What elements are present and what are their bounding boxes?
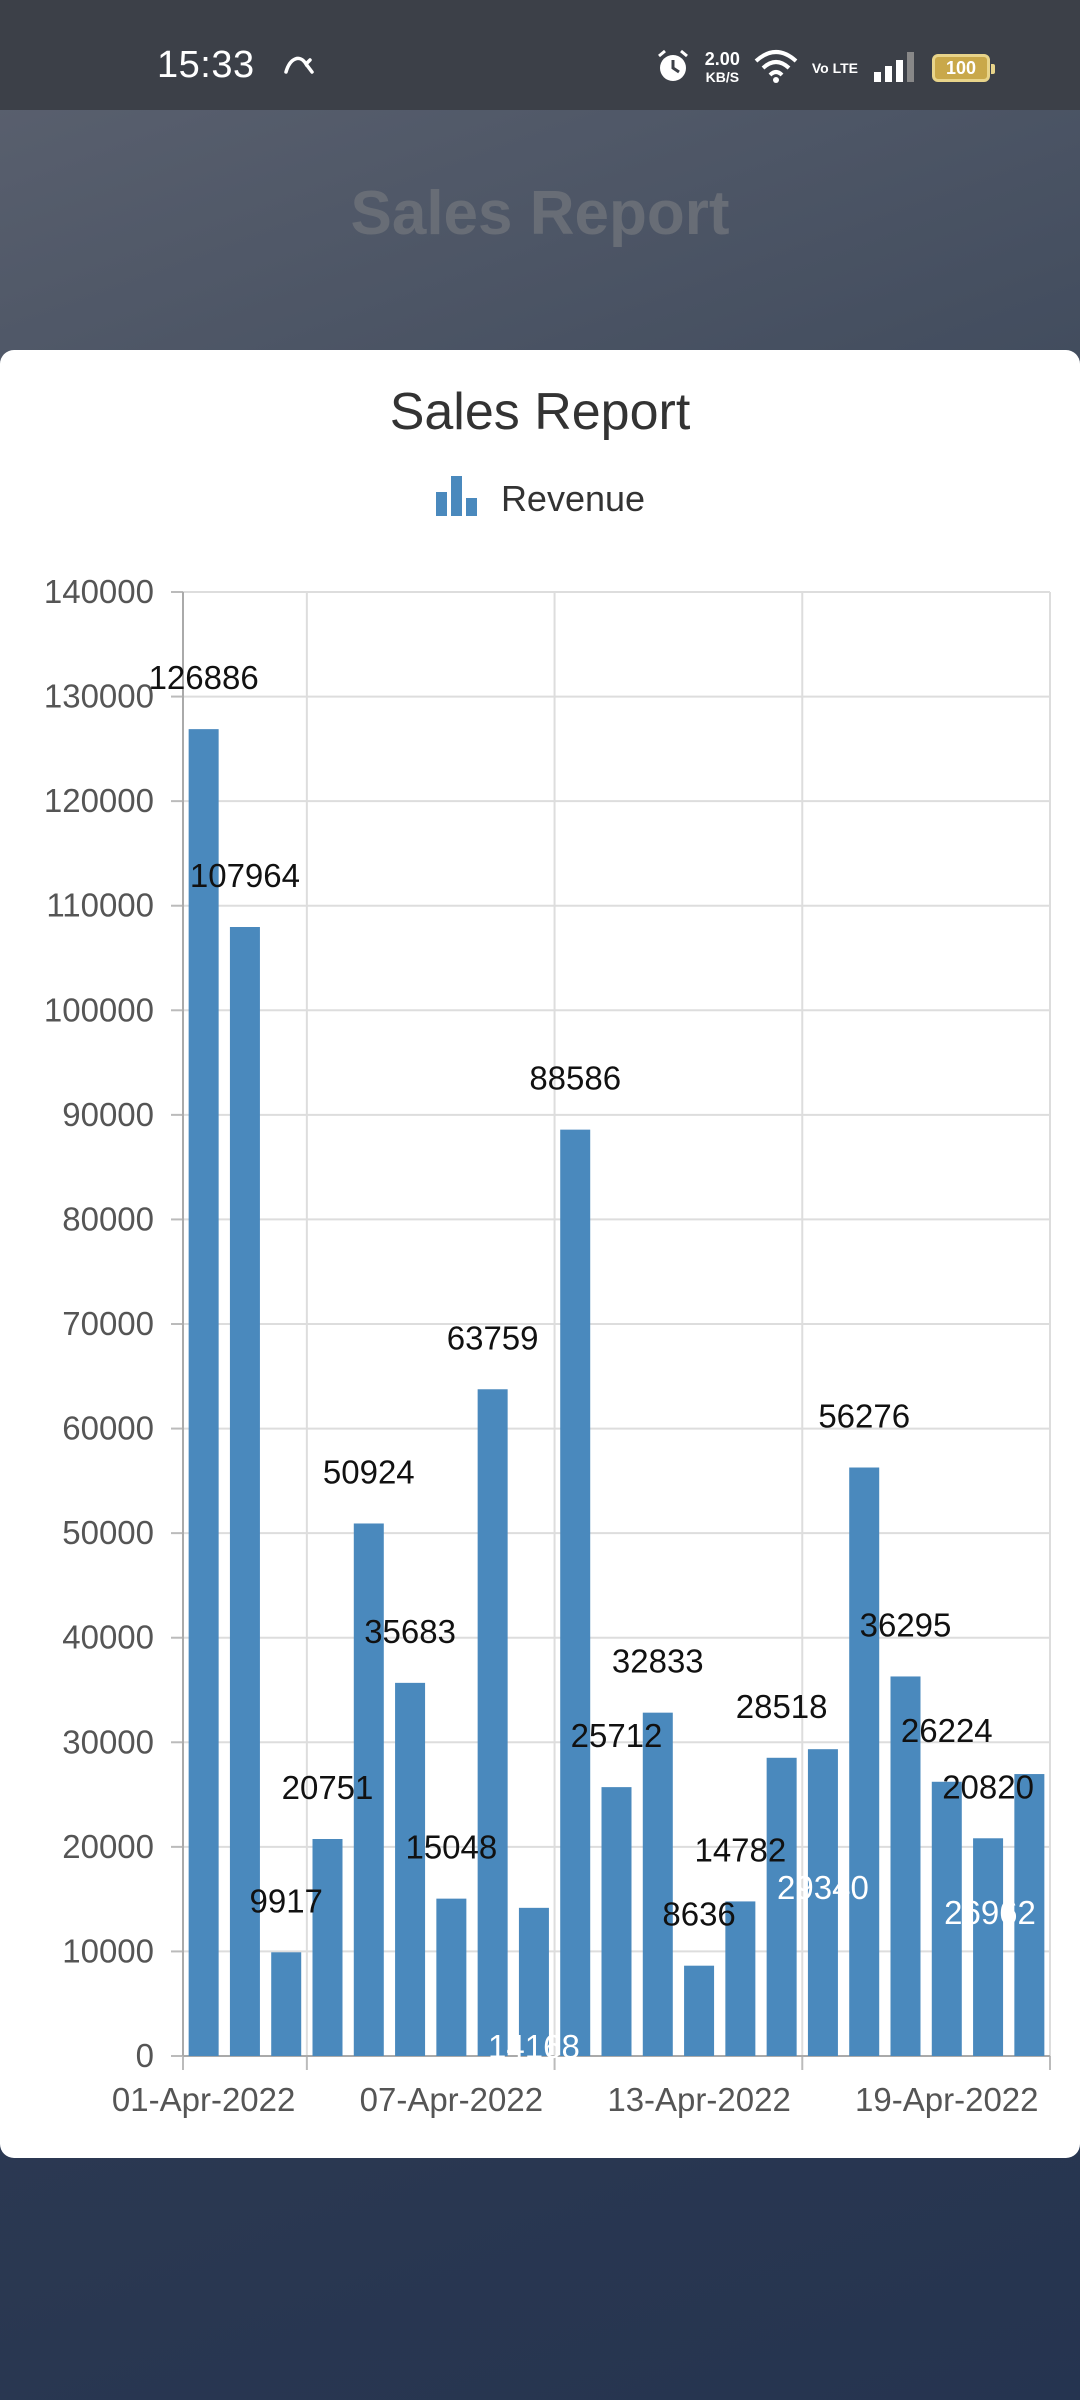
bar-data-label: 35683 xyxy=(364,1613,456,1650)
bar-data-label: 14782 xyxy=(694,1831,786,1868)
status-bar: 15:33 2.00 KB/S Vo LTE xyxy=(0,0,1080,110)
y-tick-label: 50000 xyxy=(62,1514,154,1551)
bar-data-label: 126886 xyxy=(149,659,259,696)
bar-data-label: 14168 xyxy=(488,2028,580,2065)
bar-chart-icon xyxy=(435,476,479,521)
revenue-bar xyxy=(849,1467,880,2056)
x-tick-label: 01-Apr-2022 xyxy=(112,2081,295,2118)
y-tick-label: 30000 xyxy=(62,1723,154,1760)
revenue-bar xyxy=(890,1676,921,2056)
wifi-icon xyxy=(754,49,798,88)
battery-icon: 100 xyxy=(932,54,995,82)
y-tick-label: 100000 xyxy=(44,991,154,1028)
y-tick-label: 130000 xyxy=(44,678,154,715)
y-tick-label: 90000 xyxy=(62,1096,154,1133)
bar-data-label: 8636 xyxy=(662,1896,735,1933)
bar-data-label: 36295 xyxy=(860,1606,952,1643)
bar-data-label: 50924 xyxy=(323,1453,415,1490)
y-tick-label: 140000 xyxy=(44,573,154,610)
signal-icon xyxy=(872,50,918,87)
bar-data-label: 63759 xyxy=(447,1319,539,1356)
bar-data-label: 20820 xyxy=(942,1768,1034,1805)
chart-title: Sales Report xyxy=(389,383,691,441)
y-tick-label: 80000 xyxy=(62,1200,154,1237)
revenue-bar xyxy=(353,1523,384,2056)
revenue-bar xyxy=(312,1839,343,2056)
y-tick-label: 120000 xyxy=(44,782,154,819)
revenue-bar xyxy=(518,1907,549,2056)
bar-data-label: 56276 xyxy=(818,1398,910,1435)
bar-data-label: 107964 xyxy=(190,857,300,894)
bar-data-label: 9917 xyxy=(250,1882,323,1919)
revenue-bar xyxy=(725,1901,756,2056)
bar-data-label: 25712 xyxy=(571,1717,663,1754)
bar-data-label: 20751 xyxy=(282,1769,374,1806)
revenue-bar xyxy=(1014,1774,1045,2056)
revenue-bar xyxy=(188,729,219,2056)
revenue-bar-chart: 0 10000 20000 30000 40000 50000 60000 70000 8000… xyxy=(44,573,1051,2118)
sync-icon xyxy=(282,52,316,83)
revenue-bar xyxy=(436,1898,467,2056)
revenue-bar xyxy=(395,1682,426,2056)
alarm-icon xyxy=(655,48,691,89)
revenue-bar xyxy=(271,1952,302,2056)
revenue-bar xyxy=(560,1129,591,2056)
revenue-bar xyxy=(807,1749,838,2056)
y-tick-label: 60000 xyxy=(62,1410,154,1447)
revenue-bar xyxy=(684,1965,715,2056)
chart-card: Sales Report Revenue 0 10000 20000 30000 400… xyxy=(0,350,1080,2158)
revenue-bar xyxy=(931,1781,962,2056)
x-tick-label: 07-Apr-2022 xyxy=(360,2081,543,2118)
x-tick-label: 13-Apr-2022 xyxy=(607,2081,790,2118)
y-tick-label: 10000 xyxy=(62,1932,154,1969)
bar-data-label: 26224 xyxy=(901,1712,993,1749)
bar-data-label: 32833 xyxy=(612,1643,704,1680)
y-tick-label: 40000 xyxy=(62,1619,154,1656)
chart-legend[interactable]: Revenue xyxy=(0,476,1080,521)
y-tick-label: 0 xyxy=(136,2037,154,2074)
legend-label: Revenue xyxy=(500,477,646,519)
y-tick-label: 70000 xyxy=(62,1305,154,1342)
revenue-bar xyxy=(973,1838,1004,2056)
revenue-bar xyxy=(477,1389,508,2056)
revenue-bar xyxy=(601,1787,632,2056)
bar-data-label: 28518 xyxy=(736,1688,828,1725)
y-tick-label: 20000 xyxy=(62,1828,154,1865)
bar-data-label: 26962 xyxy=(944,1894,1036,1931)
status-time: 15:33 xyxy=(157,44,255,86)
bar-data-label: 29340 xyxy=(777,1869,869,1906)
revenue-bar xyxy=(766,1757,797,2056)
volte-indicator: Vo LTE xyxy=(811,60,858,76)
revenue-bar xyxy=(229,927,260,2056)
network-speed: 2.00 KB/S xyxy=(704,49,740,85)
revenue-bar xyxy=(642,1712,673,2056)
bar-data-label: 88586 xyxy=(529,1060,621,1097)
y-tick-label: 110000 xyxy=(46,887,154,924)
x-tick-label: 19-Apr-2022 xyxy=(855,2081,1038,2118)
bar-data-label: 15048 xyxy=(405,1829,497,1866)
page-title: Sales Report xyxy=(350,179,730,248)
